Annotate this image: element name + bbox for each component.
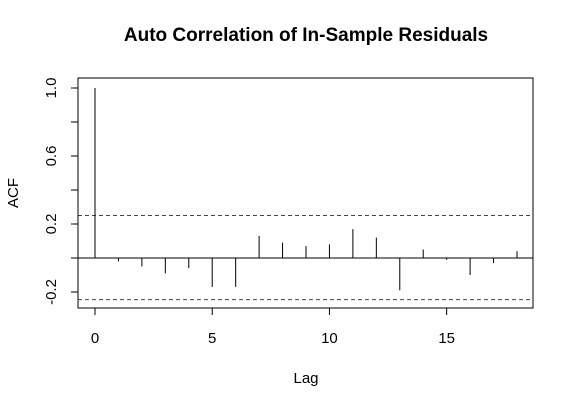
x-tick-label: 5	[208, 330, 216, 347]
x-axis-label: Lag	[293, 370, 318, 387]
x-tick-label: 0	[91, 330, 99, 347]
x-tick-label: 15	[438, 330, 455, 347]
x-tick-label: 10	[321, 330, 338, 347]
y-tick-label: 1.0	[43, 78, 60, 99]
chart-title: Auto Correlation of In-Sample Residuals	[124, 25, 488, 46]
plot-frame	[77, 77, 534, 309]
y-tick-label: 0.6	[43, 146, 60, 167]
plot-area	[78, 88, 533, 301]
y-axis: -0.2 0.2 0.6 1.0	[43, 78, 79, 305]
y-tick-label: -0.2	[43, 279, 60, 305]
y-axis-label: ACF	[5, 178, 22, 208]
x-axis: 0 5 10 15	[91, 307, 455, 347]
y-tick-label: 0.2	[43, 214, 60, 235]
